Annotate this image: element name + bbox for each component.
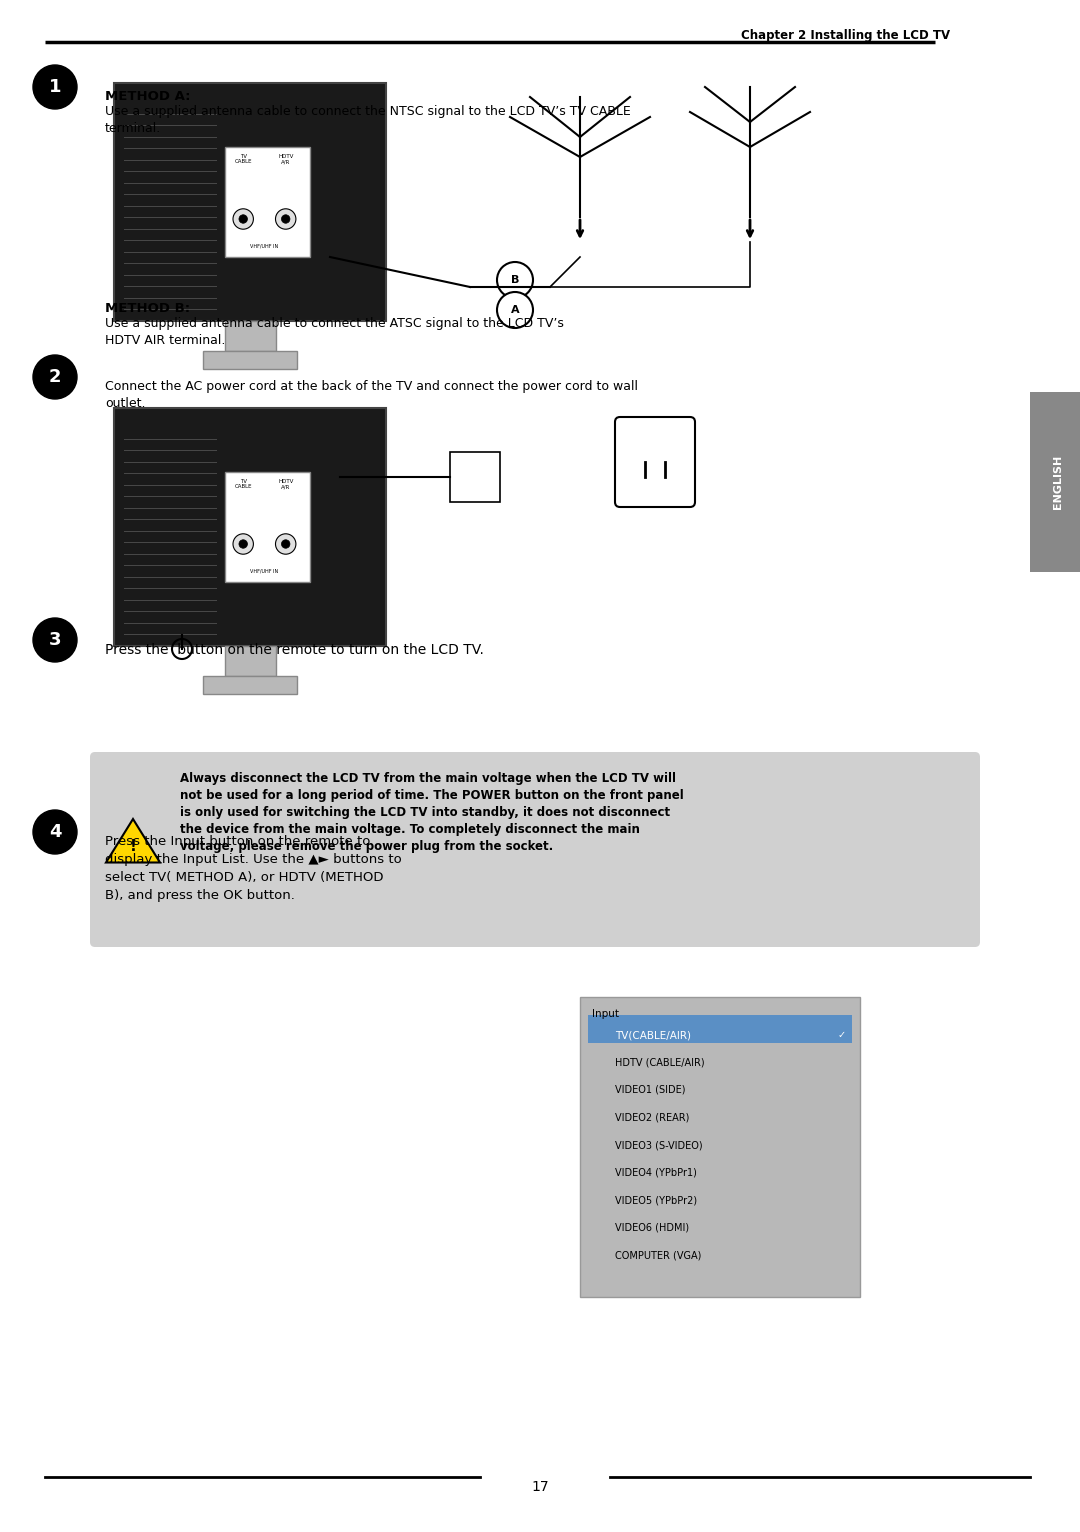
FancyBboxPatch shape xyxy=(225,322,275,351)
Circle shape xyxy=(233,208,254,230)
Text: VIDEO6 (HDMI): VIDEO6 (HDMI) xyxy=(615,1223,689,1233)
Text: VIDEO4 (YPbPr1): VIDEO4 (YPbPr1) xyxy=(615,1167,697,1178)
FancyBboxPatch shape xyxy=(1030,392,1080,571)
Circle shape xyxy=(33,355,77,398)
Circle shape xyxy=(33,617,77,662)
Circle shape xyxy=(497,262,534,299)
Text: ✓: ✓ xyxy=(838,1030,846,1040)
FancyBboxPatch shape xyxy=(588,1016,852,1043)
Text: 1: 1 xyxy=(49,78,62,97)
Circle shape xyxy=(33,810,77,853)
Text: 2: 2 xyxy=(49,368,62,386)
FancyBboxPatch shape xyxy=(225,147,310,257)
Text: Press the  button on the remote to turn on the LCD TV.: Press the button on the remote to turn o… xyxy=(105,643,484,657)
FancyBboxPatch shape xyxy=(90,752,980,947)
Text: METHOD B:: METHOD B: xyxy=(105,302,190,316)
Text: TV
CABLE: TV CABLE xyxy=(234,478,252,489)
FancyBboxPatch shape xyxy=(203,351,297,369)
FancyBboxPatch shape xyxy=(114,408,386,647)
Polygon shape xyxy=(106,820,160,863)
Text: VHF/UHF IN: VHF/UHF IN xyxy=(251,568,279,574)
Circle shape xyxy=(239,539,247,548)
FancyBboxPatch shape xyxy=(225,472,310,582)
Circle shape xyxy=(275,208,296,230)
Text: VIDEO3 (S-VIDEO): VIDEO3 (S-VIDEO) xyxy=(615,1140,703,1151)
Circle shape xyxy=(282,214,289,224)
FancyBboxPatch shape xyxy=(114,83,386,322)
Text: TV
CABLE: TV CABLE xyxy=(234,153,252,164)
FancyBboxPatch shape xyxy=(225,647,275,676)
Text: 3: 3 xyxy=(49,631,62,650)
Text: Chapter 2 Installing the LCD TV: Chapter 2 Installing the LCD TV xyxy=(741,29,950,41)
Circle shape xyxy=(239,214,247,224)
Circle shape xyxy=(233,533,254,555)
FancyBboxPatch shape xyxy=(203,676,297,694)
Text: VIDEO2 (REAR): VIDEO2 (REAR) xyxy=(615,1112,689,1123)
Text: Always disconnect the LCD TV from the main voltage when the LCD TV will
not be u: Always disconnect the LCD TV from the ma… xyxy=(180,772,684,853)
Text: VIDEO5 (YPbPr2): VIDEO5 (YPbPr2) xyxy=(615,1195,697,1206)
Circle shape xyxy=(33,64,77,109)
Text: VHF/UHF IN: VHF/UHF IN xyxy=(251,244,279,248)
Text: B: B xyxy=(511,276,519,285)
Text: Connect the AC power cord at the back of the TV and connect the power cord to wa: Connect the AC power cord at the back of… xyxy=(105,380,638,411)
Text: !: ! xyxy=(130,840,136,853)
Text: HDTV
A/R: HDTV A/R xyxy=(278,478,294,489)
Text: ENGLISH: ENGLISH xyxy=(1053,455,1063,509)
Text: Press the Input button on the remote to
display the Input List. Use the ▲► butto: Press the Input button on the remote to … xyxy=(105,835,402,902)
FancyBboxPatch shape xyxy=(580,997,860,1298)
Text: HDTV
A/R: HDTV A/R xyxy=(278,153,294,164)
Text: Use a supplied antenna cable to connect the NTSC signal to the LCD TV’s TV CABLE: Use a supplied antenna cable to connect … xyxy=(105,106,631,135)
Text: 17: 17 xyxy=(531,1480,549,1494)
Text: COMPUTER (VGA): COMPUTER (VGA) xyxy=(615,1250,701,1259)
Text: A: A xyxy=(511,305,519,316)
Text: Input: Input xyxy=(592,1010,619,1019)
Circle shape xyxy=(275,533,296,555)
Text: 4: 4 xyxy=(49,823,62,841)
Text: Use a supplied antenna cable to connect the ATSC signal to the LCD TV’s
HDTV AIR: Use a supplied antenna cable to connect … xyxy=(105,317,564,348)
Circle shape xyxy=(497,293,534,328)
FancyBboxPatch shape xyxy=(615,417,696,507)
Text: HDTV (CABLE/AIR): HDTV (CABLE/AIR) xyxy=(615,1057,704,1068)
Text: TV(CABLE/AIR): TV(CABLE/AIR) xyxy=(615,1030,691,1040)
Text: VIDEO1 (SIDE): VIDEO1 (SIDE) xyxy=(615,1085,686,1095)
Circle shape xyxy=(282,539,289,548)
Text: METHOD A:: METHOD A: xyxy=(105,90,190,103)
